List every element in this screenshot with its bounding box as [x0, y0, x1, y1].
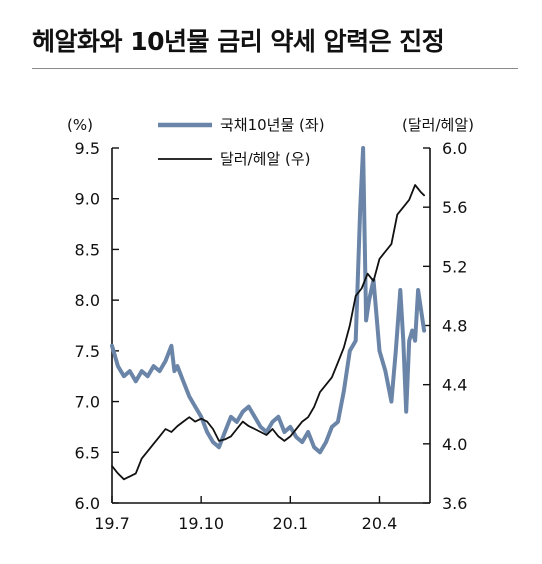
right-tick-label: 4.0 — [442, 435, 467, 454]
right-tick-label: 3.6 — [442, 494, 467, 513]
left-axis-unit: (%) — [67, 116, 93, 134]
left-tick-label: 7.0 — [75, 393, 100, 412]
chart-title: 헤알화와 10년물 금리 약세 압력은 진정 — [32, 27, 445, 56]
right-tick-label: 4.4 — [442, 376, 467, 395]
right-tick-label: 6.0 — [442, 139, 467, 158]
legend-label: 달러/헤알 (우) — [220, 150, 311, 168]
x-tick-label: 20.1 — [273, 514, 309, 533]
left-tick-label: 8.0 — [75, 291, 100, 310]
x-tick-label: 20.4 — [362, 514, 398, 533]
left-tick-label: 9.5 — [75, 139, 100, 158]
legend-label: 국채10년물 (좌) — [220, 116, 325, 134]
right-axis-unit: (달러/헤알) — [402, 116, 474, 134]
right-tick-label: 5.6 — [442, 198, 467, 217]
title-divider — [32, 68, 518, 69]
x-tick-label: 19.7 — [94, 514, 130, 533]
bond-yield-line — [110, 146, 427, 455]
right-tick-label: 5.2 — [442, 257, 467, 276]
fx-rate-line — [111, 184, 425, 481]
x-tick-label: 19.10 — [178, 514, 224, 533]
left-tick-label: 8.5 — [75, 240, 100, 259]
left-tick-label: 9.0 — [75, 190, 100, 209]
left-tick-label: 7.5 — [75, 342, 100, 361]
left-tick-label: 6.0 — [75, 494, 100, 513]
left-tick-label: 6.5 — [75, 443, 100, 462]
right-tick-label: 4.8 — [442, 317, 467, 336]
